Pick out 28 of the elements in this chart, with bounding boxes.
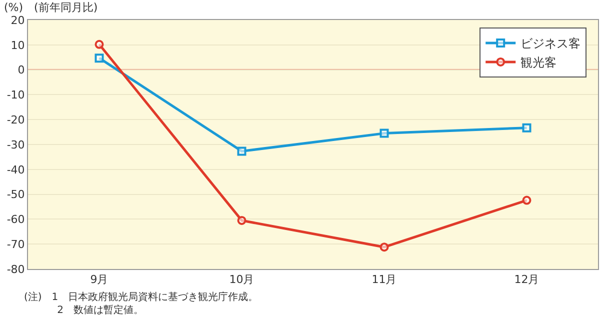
point: [522, 196, 532, 205]
y-tick-label: 20: [10, 14, 25, 27]
point: [380, 128, 389, 138]
point: [237, 216, 246, 225]
y-tick-label: -60: [6, 213, 25, 226]
point: [380, 242, 389, 252]
point: [522, 123, 532, 132]
legend-label: 観光客: [520, 56, 557, 70]
y-tick-label: -80: [6, 262, 25, 276]
y-tick-label: -10: [6, 88, 25, 102]
y-tick-label: -30: [6, 138, 25, 152]
legend-label: ビジネス客: [520, 36, 581, 51]
y-tick-label: -70: [6, 238, 25, 251]
x-tick-label: 10月: [229, 273, 254, 286]
point: [237, 146, 246, 156]
y-axis-title: (%) (前年同月比): [4, 1, 98, 14]
y-tick-label: -20: [6, 113, 25, 126]
y-tick-label: -50: [6, 188, 25, 202]
text: (注) 1 日本政府観光局資料に基づき観光庁作成。: [24, 291, 258, 303]
point: [94, 54, 104, 63]
point: [94, 40, 104, 49]
x-tick-label: 12月: [514, 273, 540, 286]
x-tick-label: 9月: [90, 273, 108, 286]
y-tick-label: 0: [18, 64, 25, 77]
y-tick-label: -40: [6, 163, 25, 176]
text: 2 数値は暫定値。: [24, 304, 144, 316]
x-tick-label: 11月: [372, 273, 397, 286]
y-tick-label: 10: [10, 38, 25, 52]
